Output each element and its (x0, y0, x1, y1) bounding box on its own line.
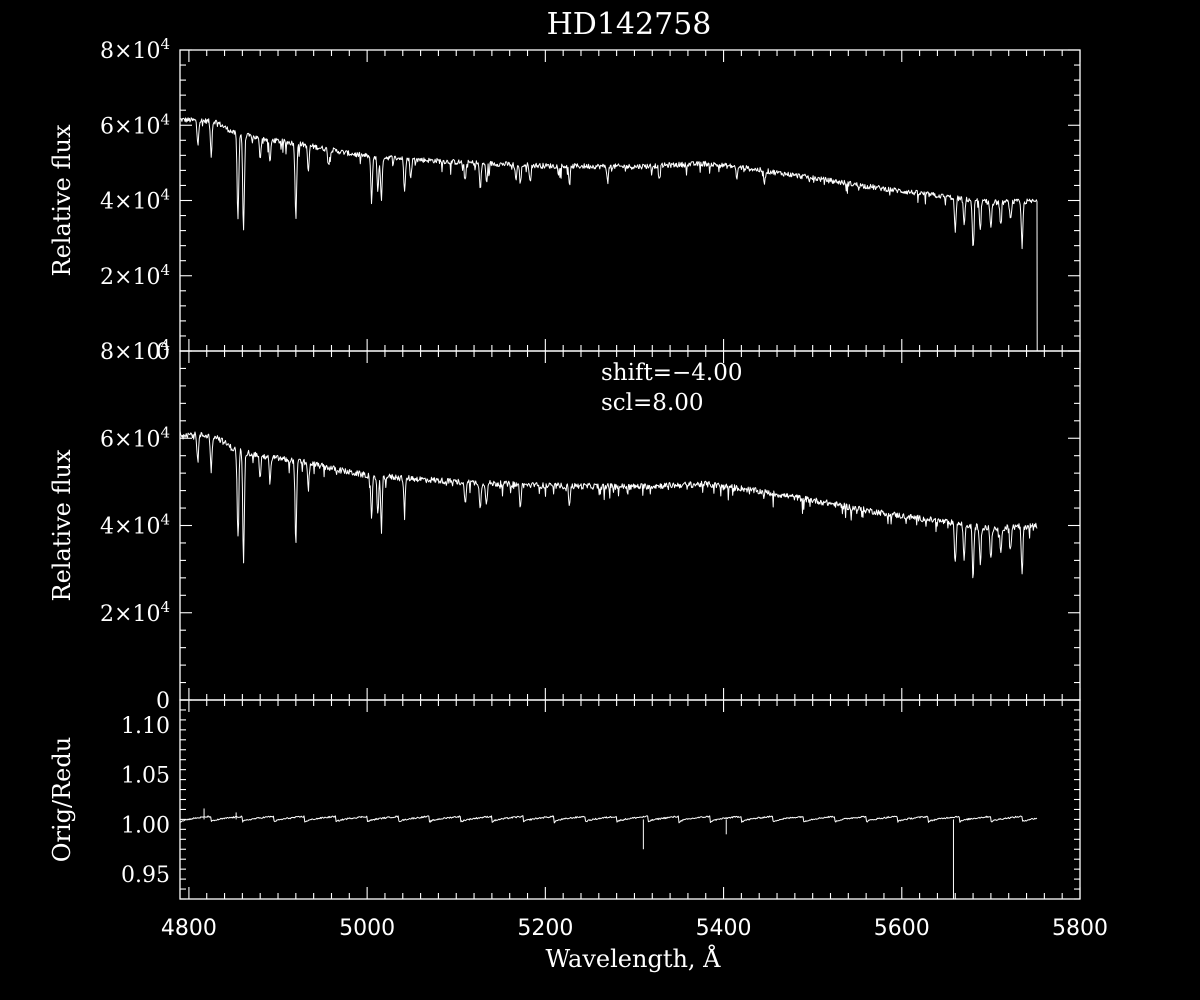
x-tick-labels: 4800 5000 5200 5400 5600 5800 (161, 916, 1108, 941)
x-tick-label: 5400 (696, 916, 752, 941)
y-tick-label: 4×104 (100, 186, 170, 215)
y-tick-label: 8×104 (100, 35, 170, 64)
y-tick-label: 4×104 (100, 511, 170, 540)
spectrum-line (179, 117, 1038, 352)
chart-title: HD142758 (547, 7, 712, 42)
ratio-line (179, 815, 1038, 824)
x-tick-label: 4800 (161, 916, 217, 941)
y-axis-label: Orig/Redu (48, 737, 76, 862)
y-tick-label: 0 (156, 340, 170, 365)
spectrum-line (179, 430, 1038, 579)
y-tick-label: 6×104 (100, 423, 170, 452)
x-tick-label: 5200 (517, 916, 573, 941)
y-tick-label: 2×104 (100, 598, 170, 627)
x-tick-label: 5000 (339, 916, 395, 941)
y-tick-label: 1.00 (121, 813, 170, 838)
y-tick-label: 0 (156, 689, 170, 714)
y-axis-label: Relative flux (48, 449, 76, 601)
y-tick-label: 1.05 (121, 764, 170, 789)
y-axis-label: Relative flux (48, 124, 76, 276)
y-tick-label: 1.10 (121, 714, 170, 739)
panel-spectrum-original: 0 2×104 4×104 6×104 8×104 Relative flux (48, 35, 1081, 365)
annotation-scale: scl=8.00 (601, 390, 704, 416)
y-tick-label: 2×104 (100, 261, 170, 290)
x-tick-label: 5600 (874, 916, 930, 941)
panel-ratio: 0.95 1.00 1.05 1.10 Orig/Redu (48, 699, 1081, 900)
annotation-shift: shift=−4.00 (601, 360, 742, 386)
y-tick-label: 8×104 (100, 336, 170, 365)
y-tick-label: 6×104 (100, 110, 170, 139)
x-tick-label: 5800 (1052, 916, 1108, 941)
x-axis-label: Wavelength, Å (545, 944, 721, 973)
y-tick-label: 0.95 (121, 863, 170, 888)
